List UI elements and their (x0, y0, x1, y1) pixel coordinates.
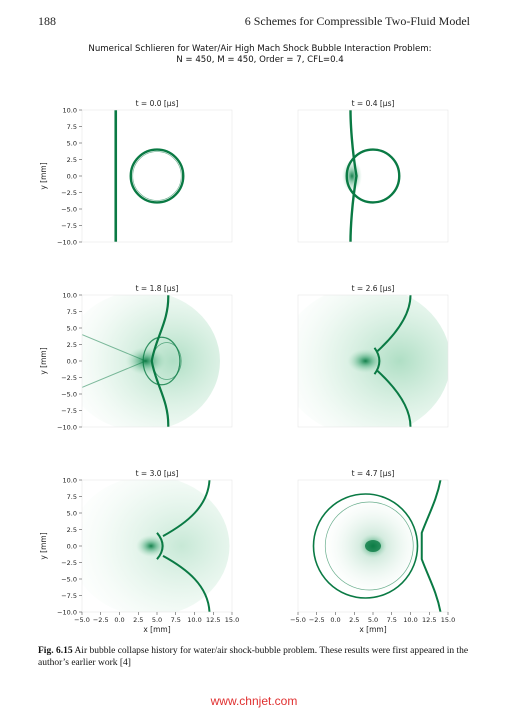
x-tick-label: 15.0 (441, 616, 455, 624)
schlieren-panel: t = 3.0 [μs]10.07.55.02.50.0−2.5−5.0−7.5… (39, 469, 239, 634)
schlieren-panel: t = 2.6 [μs] (297, 284, 449, 428)
y-tick-label: −10.0 (57, 608, 77, 616)
y-tick-label: 10.0 (63, 106, 77, 114)
schlieren-panel: t = 4.7 [μs] −5.0 −2.5 0.0 2.5 5.0 7.5 10.0 12.5… (290, 469, 455, 634)
page-number: 188 (38, 14, 56, 28)
y-tick-label: −10.0 (57, 238, 77, 246)
panel-title: t = 2.6 [μs] (352, 284, 395, 293)
y-tick-label: −2.5 (61, 189, 77, 197)
y-tick-label: 0.0 (67, 172, 77, 180)
y-tick-label: 7.5 (67, 308, 77, 316)
figure-title-line2: N = 450, M = 450, Order = 7, CFL=0.4 (176, 55, 344, 65)
x-tick-label: −2.5 (93, 616, 109, 624)
x-tick-label: 2.5 (349, 616, 359, 624)
y-tick-label: −7.5 (61, 407, 77, 415)
y-tick-label: 5.0 (67, 324, 77, 332)
y-tick-label: 0.0 (67, 357, 77, 365)
y-axis-label: y [mm] (39, 532, 48, 559)
panel-title: t = 1.8 [μs] (136, 284, 179, 293)
x-tick-label: 5.0 (152, 616, 162, 624)
x-axis-label: x [mm] (143, 625, 170, 634)
figure-title: Numerical Schlieren for Water/Air High M… (60, 44, 460, 66)
y-tick-label: −7.5 (61, 592, 77, 600)
y-tick-label: −2.5 (61, 374, 77, 382)
panel-title: t = 0.0 [μs] (136, 99, 179, 108)
y-axis-label: y [mm] (39, 162, 48, 189)
y-tick-label: 2.5 (67, 526, 77, 534)
watermark: www.chnjet.com (210, 694, 298, 708)
x-tick-label: 0.0 (330, 616, 340, 624)
y-tick-label: 2.5 (67, 341, 77, 349)
schlieren-panel: t = 1.8 [μs] 10.0 7.5 5.0 2.5 0.0 −2.5 −5.0 −7.5… (39, 284, 233, 431)
x-tick-label: −5.0 (290, 616, 306, 624)
x-tick-label: 0.0 (114, 616, 124, 624)
x-axis-label: x [mm] (359, 625, 386, 634)
y-tick-label: 7.5 (67, 123, 77, 131)
x-tick-label: 7.5 (387, 616, 397, 624)
y-tick-label: −10.0 (57, 423, 77, 431)
schlieren-figure: t = 0.0 [μs]10.07.55.02.50.0−2.5−5.0−7.5… (39, 99, 455, 634)
y-tick-label: −5.0 (61, 205, 77, 213)
x-tick-label: 10.0 (187, 616, 201, 624)
panel-title: t = 3.0 [μs] (136, 469, 179, 478)
x-tick-label: −5.0 (74, 616, 90, 624)
figure-title-line1: Numerical Schlieren for Water/Air High M… (88, 44, 432, 54)
y-tick-label: 2.5 (67, 156, 77, 164)
y-tick-label: −2.5 (61, 559, 77, 567)
y-tick-label: 0.0 (67, 542, 77, 550)
x-tick-label: 12.5 (422, 616, 436, 624)
caption-text: Air bubble collapse history for water/ai… (38, 646, 469, 668)
x-tick-label: 5.0 (368, 616, 378, 624)
y-tick-label: −5.0 (61, 575, 77, 583)
y-tick-label: 5.0 (67, 139, 77, 147)
x-tick-label: 7.5 (171, 616, 181, 624)
schlieren-panel: t = 0.0 [μs] 10.0 7.5 5.0 2.5 0.0 −2.5 −5.0 −7.5… (39, 99, 233, 246)
schlieren-panel: t = 0.4 [μs] (297, 99, 449, 243)
panel-title: t = 4.7 [μs] (352, 469, 395, 478)
x-tick-label: 12.5 (206, 616, 220, 624)
figure-caption: Fig. 6.15 Air bubble collapse history fo… (38, 645, 470, 669)
y-tick-label: −7.5 (61, 222, 77, 230)
y-tick-label: −5.0 (61, 390, 77, 398)
y-axis-label: y [mm] (39, 347, 48, 374)
y-tick-label: 10.0 (63, 291, 77, 299)
y-tick-label: 10.0 (63, 476, 77, 484)
x-tick-label: 2.5 (133, 616, 143, 624)
y-tick-label: 7.5 (67, 493, 77, 501)
running-head: 6 Schemes for Compressible Two-Fluid Mod… (244, 14, 470, 28)
x-tick-label: 15.0 (225, 616, 239, 624)
caption-label: Fig. 6.15 (38, 646, 73, 656)
y-tick-label: 5.0 (67, 509, 77, 517)
panel-title: t = 0.4 [μs] (352, 99, 395, 108)
x-tick-label: −2.5 (309, 616, 325, 624)
page-header: 188 6 Schemes for Compressible Two-Fluid… (38, 14, 470, 30)
x-tick-label: 10.0 (403, 616, 417, 624)
